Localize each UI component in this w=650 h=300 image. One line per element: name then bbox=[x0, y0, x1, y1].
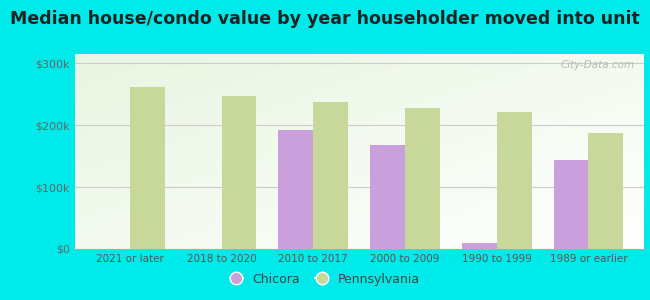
Bar bbox=[130, 87, 164, 249]
Text: Median house/condo value by year householder moved into unit: Median house/condo value by year househo… bbox=[10, 11, 640, 28]
Text: City-Data.com: City-Data.com bbox=[561, 60, 635, 70]
Bar bbox=[554, 160, 588, 249]
Bar bbox=[588, 133, 623, 249]
Bar bbox=[370, 145, 405, 249]
Legend: Chicora, Pennsylvania: Chicora, Pennsylvania bbox=[225, 268, 425, 291]
Bar bbox=[462, 243, 497, 249]
Bar bbox=[313, 102, 348, 249]
Bar bbox=[497, 112, 532, 249]
Bar bbox=[405, 108, 440, 249]
Bar bbox=[222, 96, 256, 249]
Bar bbox=[278, 130, 313, 249]
